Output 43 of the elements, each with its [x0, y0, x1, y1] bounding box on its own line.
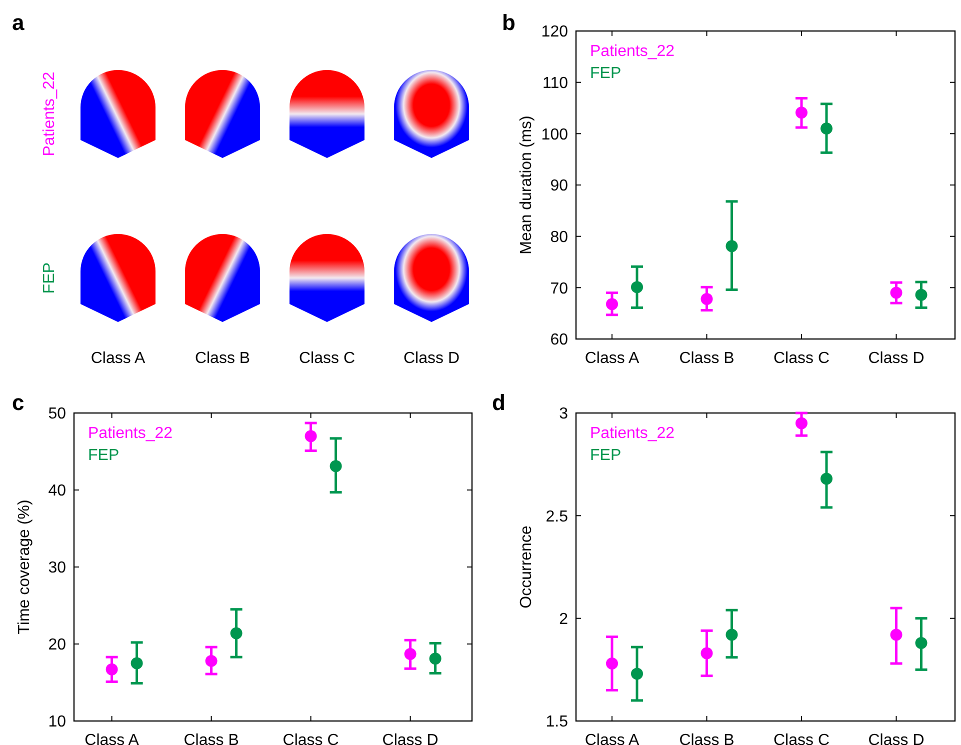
text: a [12, 10, 25, 35]
x-tick-label: Class B [679, 350, 734, 367]
x-tick-label: Class A [584, 350, 640, 367]
text: FEP [590, 65, 622, 82]
x-tick-label: Class C [773, 732, 830, 745]
x-tick-label: Class D [868, 732, 924, 745]
y-tick-label: 50 [48, 406, 66, 423]
y-tick-label: 3 [559, 406, 568, 423]
chart-title: d [492, 390, 506, 415]
text: FEP [590, 447, 622, 464]
y-tick-label: 2 [559, 610, 568, 628]
y-tick-label: 20 [48, 636, 66, 654]
y-axis-title: Occurrence [518, 526, 535, 608]
text: Patients_22 [590, 43, 675, 60]
text: Patients_22 [88, 425, 173, 442]
text: Patients_22 [41, 72, 58, 156]
x-tick-label: Class B [184, 732, 239, 745]
y-tick-label: 10 [48, 714, 66, 731]
y-tick-label: 110 [542, 74, 568, 92]
x-tick-label: Class A [84, 732, 140, 745]
y-tick-label: 60 [550, 332, 568, 349]
x-tick-label: Class B [679, 732, 734, 745]
x-tick-label: Class C [773, 350, 830, 367]
x-tick-label: Class D [868, 350, 924, 367]
y-tick-label: 70 [550, 280, 568, 298]
y-axis-title: Mean duration (ms) [518, 116, 535, 254]
text: Patients_22 [590, 425, 675, 442]
y-tick-label: 30 [48, 560, 66, 577]
y-tick-label: 120 [541, 24, 568, 41]
x-tick-label: Class D [382, 732, 438, 745]
text: FEP [88, 447, 120, 464]
y-tick-label: 40 [48, 482, 66, 500]
x-tick-label: Class A [584, 732, 640, 745]
x-tick-label: Class C [282, 732, 339, 745]
y-tick-label: 1.5 [546, 714, 568, 731]
y-tick-label: 2.5 [546, 508, 568, 526]
chart-title: c [12, 390, 24, 415]
chart-title: b [502, 10, 516, 35]
text: FEP [41, 262, 58, 294]
y-axis-title: Time coverage (%) [16, 500, 33, 634]
y-tick-label: 90 [550, 178, 568, 195]
y-tick-label: 80 [550, 228, 568, 246]
y-tick-label: 100 [541, 126, 568, 144]
